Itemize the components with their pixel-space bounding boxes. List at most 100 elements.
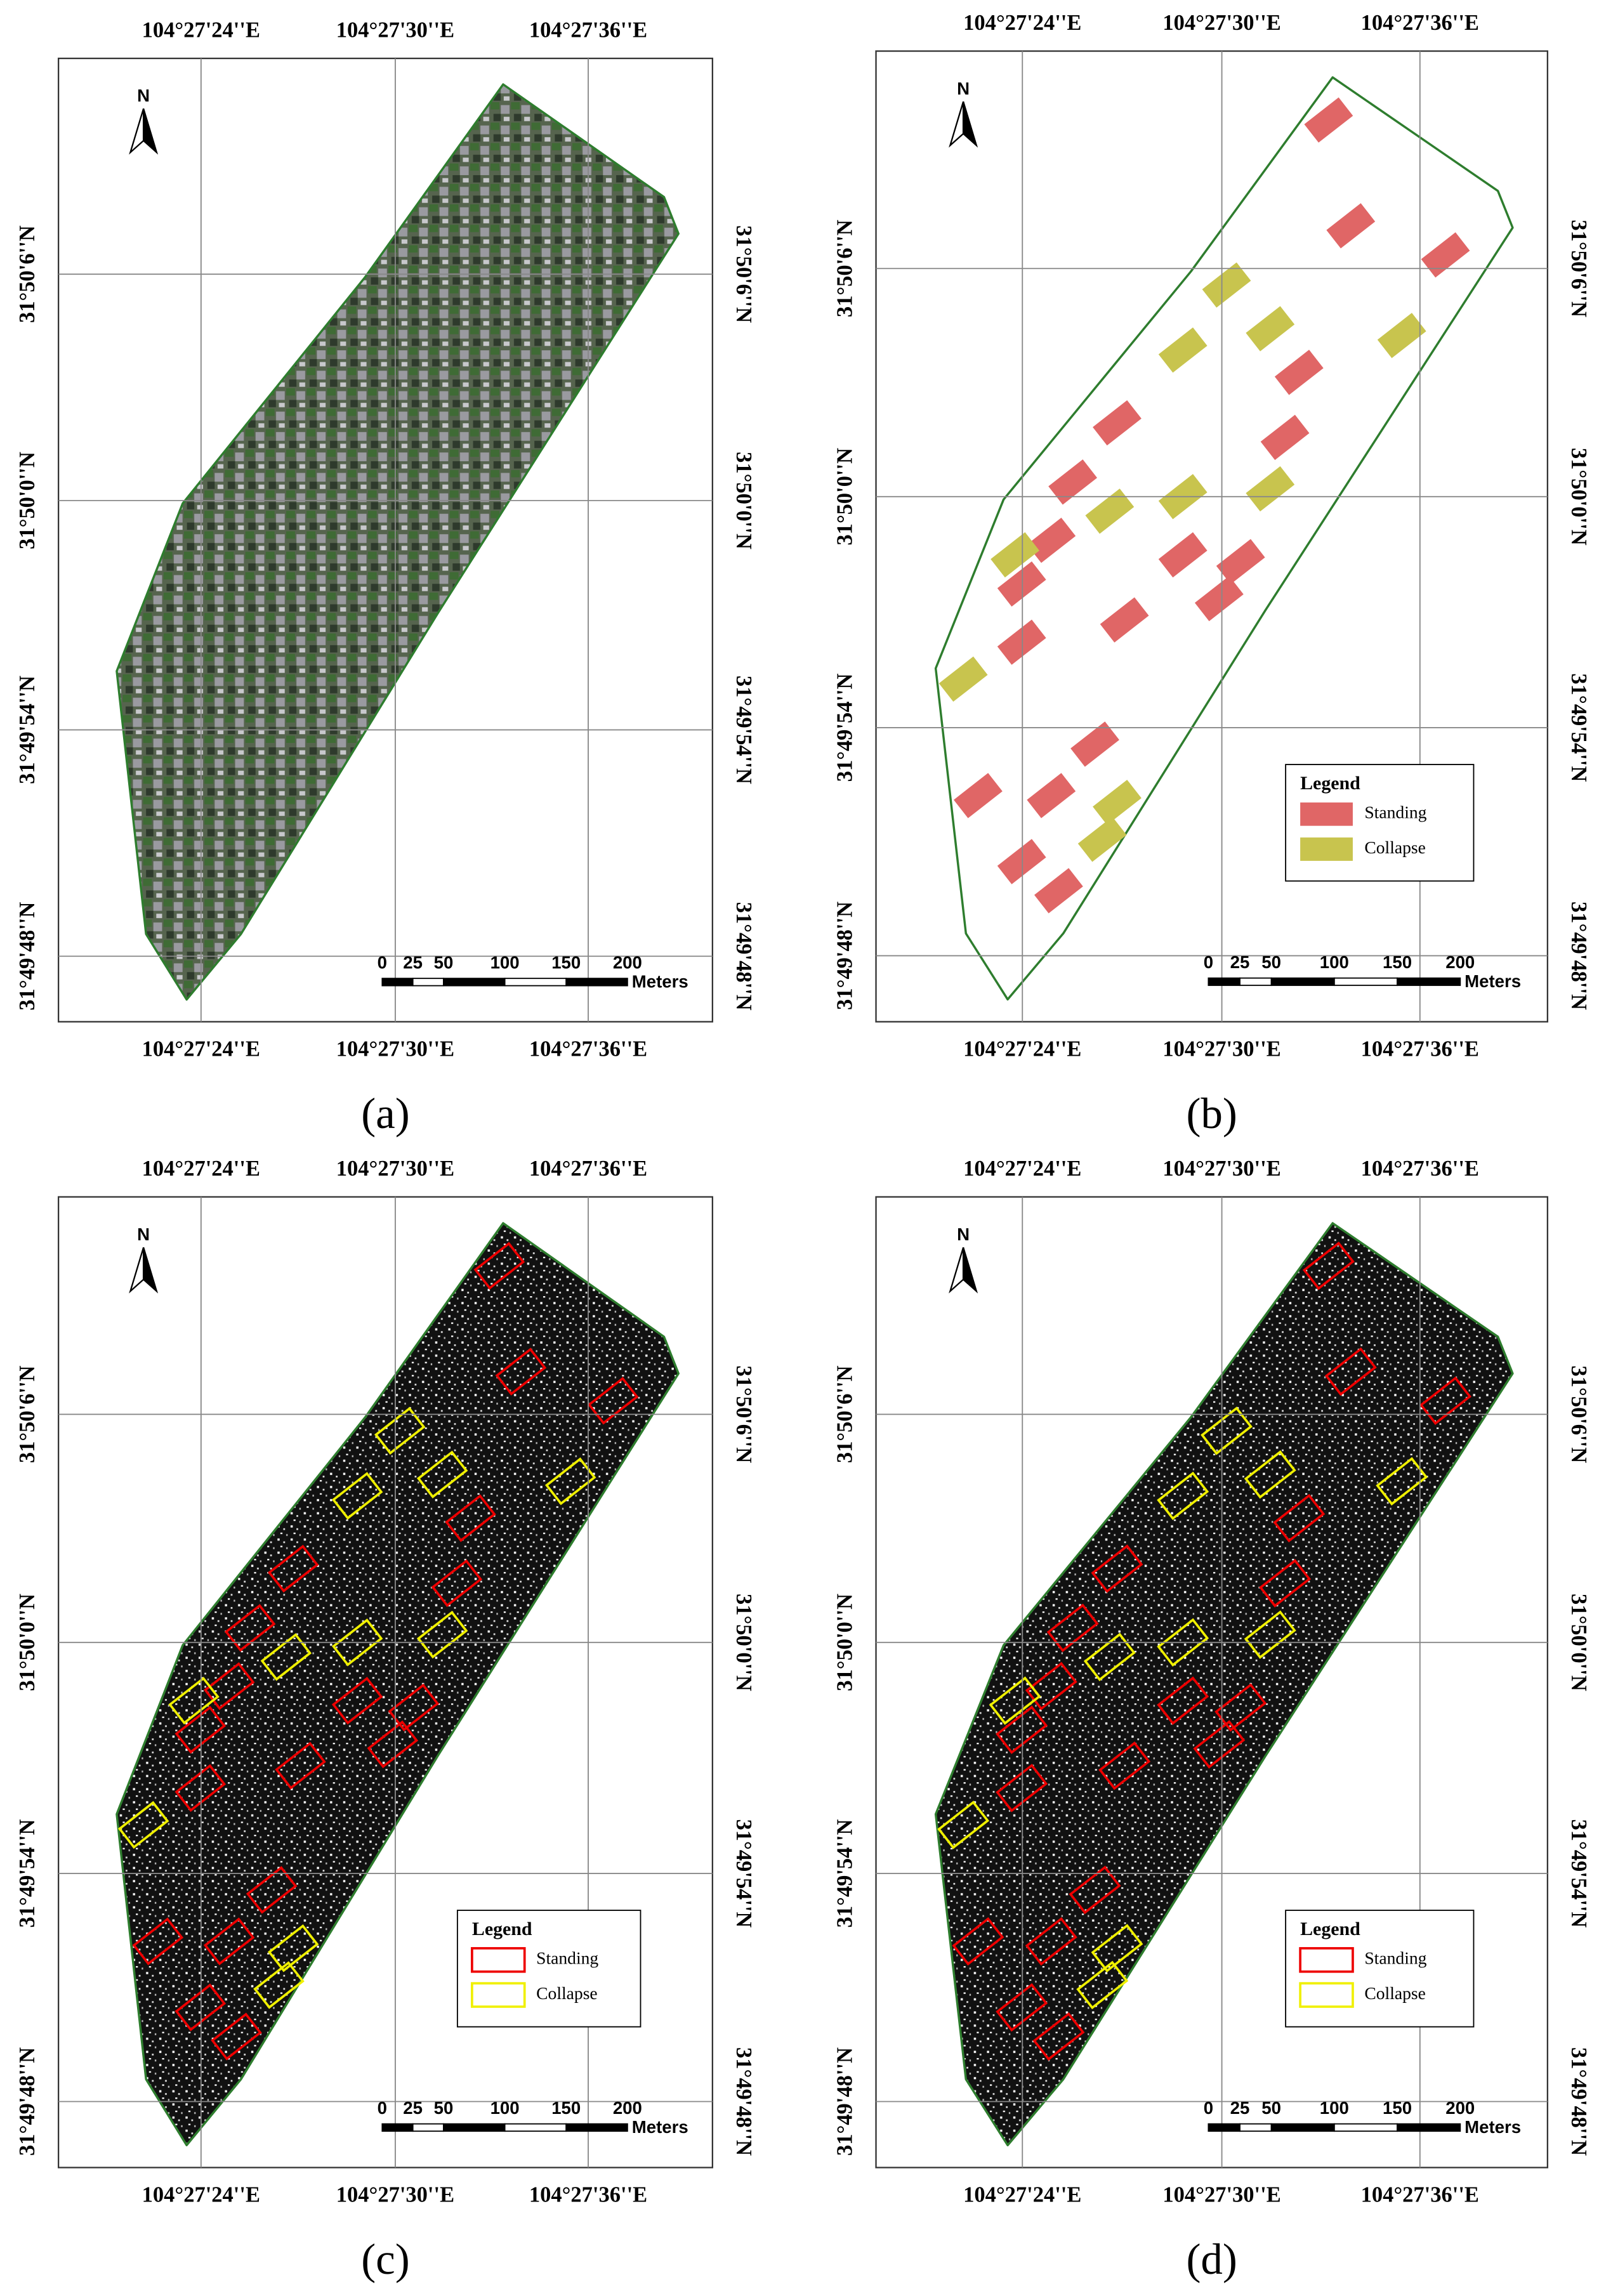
north-arrow <box>962 101 978 148</box>
lat-label: 31°50'6''N <box>1567 220 1591 317</box>
lat-label: 31°50'0''N <box>15 1594 39 1691</box>
scale-segment <box>1397 2123 1461 2132</box>
building <box>1076 1960 1129 2010</box>
building <box>1077 817 1127 862</box>
scale-segment <box>381 2123 414 2132</box>
north-arrow <box>962 1247 978 1294</box>
building <box>991 532 1040 578</box>
lat-label: 31°50'0''N <box>833 448 857 546</box>
lat-label: 31°50'6''N <box>15 225 39 323</box>
lat-label: 31°50'6''N <box>732 225 756 323</box>
lat-label: 31°49'54''N <box>1567 1819 1591 1927</box>
building <box>1032 2012 1085 2061</box>
lon-label: 104°27'24''E <box>963 11 1081 35</box>
scale-label: 150 <box>1383 952 1412 972</box>
building <box>1246 306 1295 351</box>
building <box>1070 721 1119 767</box>
building <box>174 1705 227 1754</box>
building <box>997 619 1046 665</box>
lon-label: 104°27'24''E <box>963 1037 1081 1061</box>
scale-unit: Meters <box>632 971 688 991</box>
lat-label: 31°49'54''N <box>15 1819 39 1927</box>
lat-label: 31°50'6''N <box>833 220 857 317</box>
building <box>1246 466 1295 512</box>
legend-item: Standing <box>1364 1948 1426 1968</box>
building <box>1260 414 1310 461</box>
panel-label: (d) <box>1186 2234 1237 2283</box>
legend-item: Standing <box>536 1948 598 1968</box>
scale-label: 100 <box>490 952 520 972</box>
lon-label: 104°27'30''E <box>1162 2182 1280 2207</box>
scale-segment <box>1333 977 1398 987</box>
lon-label: 104°27'36''E <box>529 2182 647 2207</box>
lat-label: 31°49'48''N <box>732 2047 756 2156</box>
building <box>495 1348 547 1396</box>
building <box>203 1662 255 1710</box>
lon-label: 104°27'30''E <box>336 1157 454 1181</box>
north-arrow <box>142 108 159 155</box>
north-label: N <box>137 1224 150 1244</box>
lon-label: 104°27'30''E <box>336 1037 454 1061</box>
scale-label: 200 <box>1445 2098 1475 2118</box>
building <box>1085 489 1135 534</box>
scale-label: 0 <box>1204 952 1213 972</box>
building <box>388 1683 440 1732</box>
scale-label: 25 <box>1230 2098 1250 2118</box>
scale-segment <box>1270 977 1335 987</box>
scale-segment <box>1270 2123 1335 2132</box>
scale-label: 100 <box>490 2098 520 2118</box>
lat-label: 31°49'54''N <box>732 676 756 784</box>
lon-label: 104°27'36''E <box>529 18 647 43</box>
scale-label: 150 <box>1383 2098 1412 2118</box>
scale-segment <box>504 978 567 987</box>
study-area <box>934 76 1514 1001</box>
building <box>1244 1610 1296 1659</box>
scale-label: 200 <box>613 2098 642 2118</box>
lon-label: 104°27'36''E <box>1361 11 1479 35</box>
building <box>1091 1544 1143 1593</box>
building <box>1034 868 1083 914</box>
building <box>1274 350 1324 395</box>
building <box>1091 1924 1143 1972</box>
building <box>1098 1741 1151 1790</box>
building <box>331 1472 383 1520</box>
building <box>1158 532 1208 578</box>
legend-swatch <box>471 1947 526 1973</box>
building <box>1259 1559 1312 1608</box>
lon-label: 104°27'30''E <box>1162 11 1280 35</box>
scale-label: 25 <box>1230 952 1250 972</box>
building <box>996 1764 1048 1813</box>
building <box>953 773 1003 818</box>
scale-label: 50 <box>1261 2098 1281 2118</box>
building <box>1046 1603 1099 1653</box>
building <box>267 1924 319 1972</box>
lat-label: 31°49'48''N <box>833 902 857 1010</box>
scale-segment <box>1208 2123 1241 2132</box>
scale-segment <box>1333 2123 1398 2132</box>
lat-label: 31°50'0''N <box>732 452 756 549</box>
legend-item: Collapse <box>1364 837 1426 857</box>
scale-label: 50 <box>434 2098 454 2118</box>
scale-label: 25 <box>403 952 423 972</box>
building <box>253 1961 305 2009</box>
lon-label: 104°27'24''E <box>963 2182 1081 2207</box>
building <box>203 1917 255 1965</box>
lon-label: 104°27'24''E <box>142 1157 260 1181</box>
study-area <box>115 83 680 1001</box>
building <box>331 1618 383 1667</box>
building <box>246 1866 298 1914</box>
legend-title: Legend <box>1300 773 1360 794</box>
building <box>224 1604 276 1652</box>
scale-segment <box>565 2123 628 2132</box>
legend-title: Legend <box>472 1919 532 1939</box>
panel-label: (b) <box>1186 1089 1237 1138</box>
building <box>1273 1493 1326 1543</box>
north-label: N <box>137 86 150 105</box>
map-panel: 104°27'24''E 104°27'30''E 104°27'36''E 104°… <box>15 1157 756 2283</box>
scale-label: 150 <box>551 952 581 972</box>
building <box>416 1450 468 1499</box>
building <box>1214 1683 1267 1732</box>
map-panel: 104°27'24''E 104°27'30''E 104°27'36''E 104°… <box>833 1157 1591 2283</box>
lon-label: 104°27'24''E <box>142 18 260 43</box>
